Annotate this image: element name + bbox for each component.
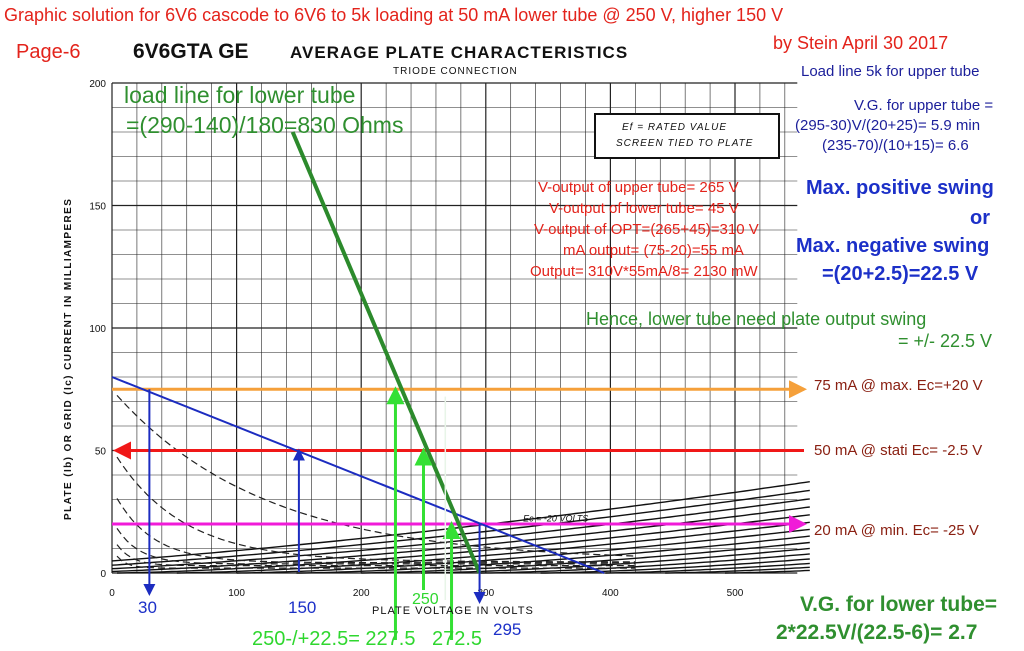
grid-current-curve: [116, 498, 636, 564]
vg-upper-line-2: (295-30)V/(20+25)= 5.9 min: [795, 117, 981, 134]
y-tick-label: 0: [100, 569, 106, 580]
output-power: Output= 310V*55mA/8= 2130 mW: [530, 263, 758, 280]
note-box: Ef = RATED VALUE SCREEN TIED TO PLATE: [594, 113, 780, 159]
datasheet-heading: AVERAGE PLATE CHARACTERISTICS: [290, 43, 629, 62]
note-line-2: SCREEN TIED TO PLATE: [616, 138, 754, 149]
vg-lower-line-1: V.G. for lower tube=: [800, 593, 998, 616]
hence-line-1: Hence, lower tube need plate output swin…: [586, 309, 927, 329]
note-line-1: Ef = RATED VALUE: [622, 122, 728, 133]
x-tick-label: 200: [353, 588, 370, 599]
vout-upper: V-output of upper tube= 265 V: [538, 179, 739, 196]
label-272-5v: 272.5: [432, 628, 483, 650]
y-tick-label: 200: [89, 79, 106, 90]
curve-ec: [296, 535, 810, 574]
max-swing-or: or: [970, 207, 990, 229]
y-axis-label: PLATE (Ib) OR GRID (Ic) CURRENT IN MILLI…: [63, 197, 74, 520]
curve-ec: [116, 514, 810, 574]
x-tick-label: 300: [477, 588, 494, 599]
vg-upper-line-1: V.G. for upper tube =: [854, 97, 994, 114]
grid-current-curve: [116, 394, 636, 557]
label-250v: 250: [412, 591, 439, 608]
page-label: Page-6: [16, 41, 81, 63]
label-295v: 295: [493, 620, 522, 639]
ma-output: mA output= (75-20)=55 mA: [563, 242, 744, 259]
curve-ec: [605, 562, 810, 574]
loadline-lower-label-1: load line for lower tube: [124, 82, 356, 108]
x-tick-label: 100: [228, 588, 245, 599]
grid-current-curves: [116, 394, 636, 569]
curve-ec: [111, 506, 810, 573]
grid-current-curve: [116, 544, 636, 567]
loadline-lower-label-2: =(290-140)/180=830 Ohms: [126, 112, 404, 138]
label-75ma: 75 mA @ max. Ec=+20 V: [814, 377, 983, 394]
y-tick-label: 150: [89, 202, 106, 213]
y-tick-label: 100: [89, 324, 106, 335]
vg-upper-line-3: (235-70)/(10+15)= 6.6: [822, 137, 969, 154]
label-30v: 30: [138, 598, 157, 617]
grid-current-curve: [116, 528, 636, 565]
vg-lower-line-2: 2*22.5V/(22.5-6)= 2.7: [776, 621, 978, 644]
curve-ec: [540, 558, 810, 574]
curve-ec: [176, 521, 810, 574]
byline: by Stein April 30 2017: [773, 33, 949, 53]
max-negative-value: =(20+2.5)=22.5 V: [822, 263, 979, 285]
curve-ec: [724, 569, 810, 574]
upper-tube-load-line: [111, 376, 605, 574]
label-20ma: 20 mA @ min. Ec= -25 V: [814, 522, 979, 539]
curve-ec: [480, 553, 810, 574]
y-tick-label: 50: [95, 447, 107, 458]
grid-current-curve: [116, 555, 636, 569]
hence-line-2: = +/- 22.5 V: [898, 331, 993, 351]
datasheet-subheading: TRIODE CONNECTION: [393, 66, 518, 77]
vout-opt: V-output of OPT=(265+45)=310 V: [534, 221, 759, 238]
label-227-5v: 250-/+22.5= 227.5: [252, 628, 416, 650]
loadline-upper-label: Load line 5k for upper tube: [801, 63, 980, 80]
curve-label-extra: Ec = -20 VOLTS: [523, 514, 588, 524]
max-negative-swing: Max. negative swing: [796, 235, 990, 257]
lower-tube-load-line: [290, 131, 482, 574]
x-tick-label: 0: [109, 588, 115, 599]
label-50ma: 50 mA @ stati Ec= -2.5 V: [814, 442, 983, 459]
curve-ec: [665, 566, 810, 574]
curve-ec: [236, 528, 810, 574]
label-150v: 150: [288, 598, 317, 617]
x-axis-label: PLATE VOLTAGE IN VOLTS: [372, 605, 534, 617]
tube-type: 6V6GTA GE: [133, 40, 249, 63]
x-tick-label: 400: [602, 588, 619, 599]
max-positive-swing: Max. positive swing: [806, 177, 994, 199]
vout-lower: V-output of lower tube= 45 V: [549, 200, 739, 217]
curve-ec: [111, 489, 810, 566]
curve-ec: [111, 498, 810, 570]
grid-current-curve: [116, 456, 636, 563]
x-tick-label: 500: [727, 588, 744, 599]
page-title: Graphic solution for 6V6 cascode to 6V6 …: [4, 5, 784, 25]
